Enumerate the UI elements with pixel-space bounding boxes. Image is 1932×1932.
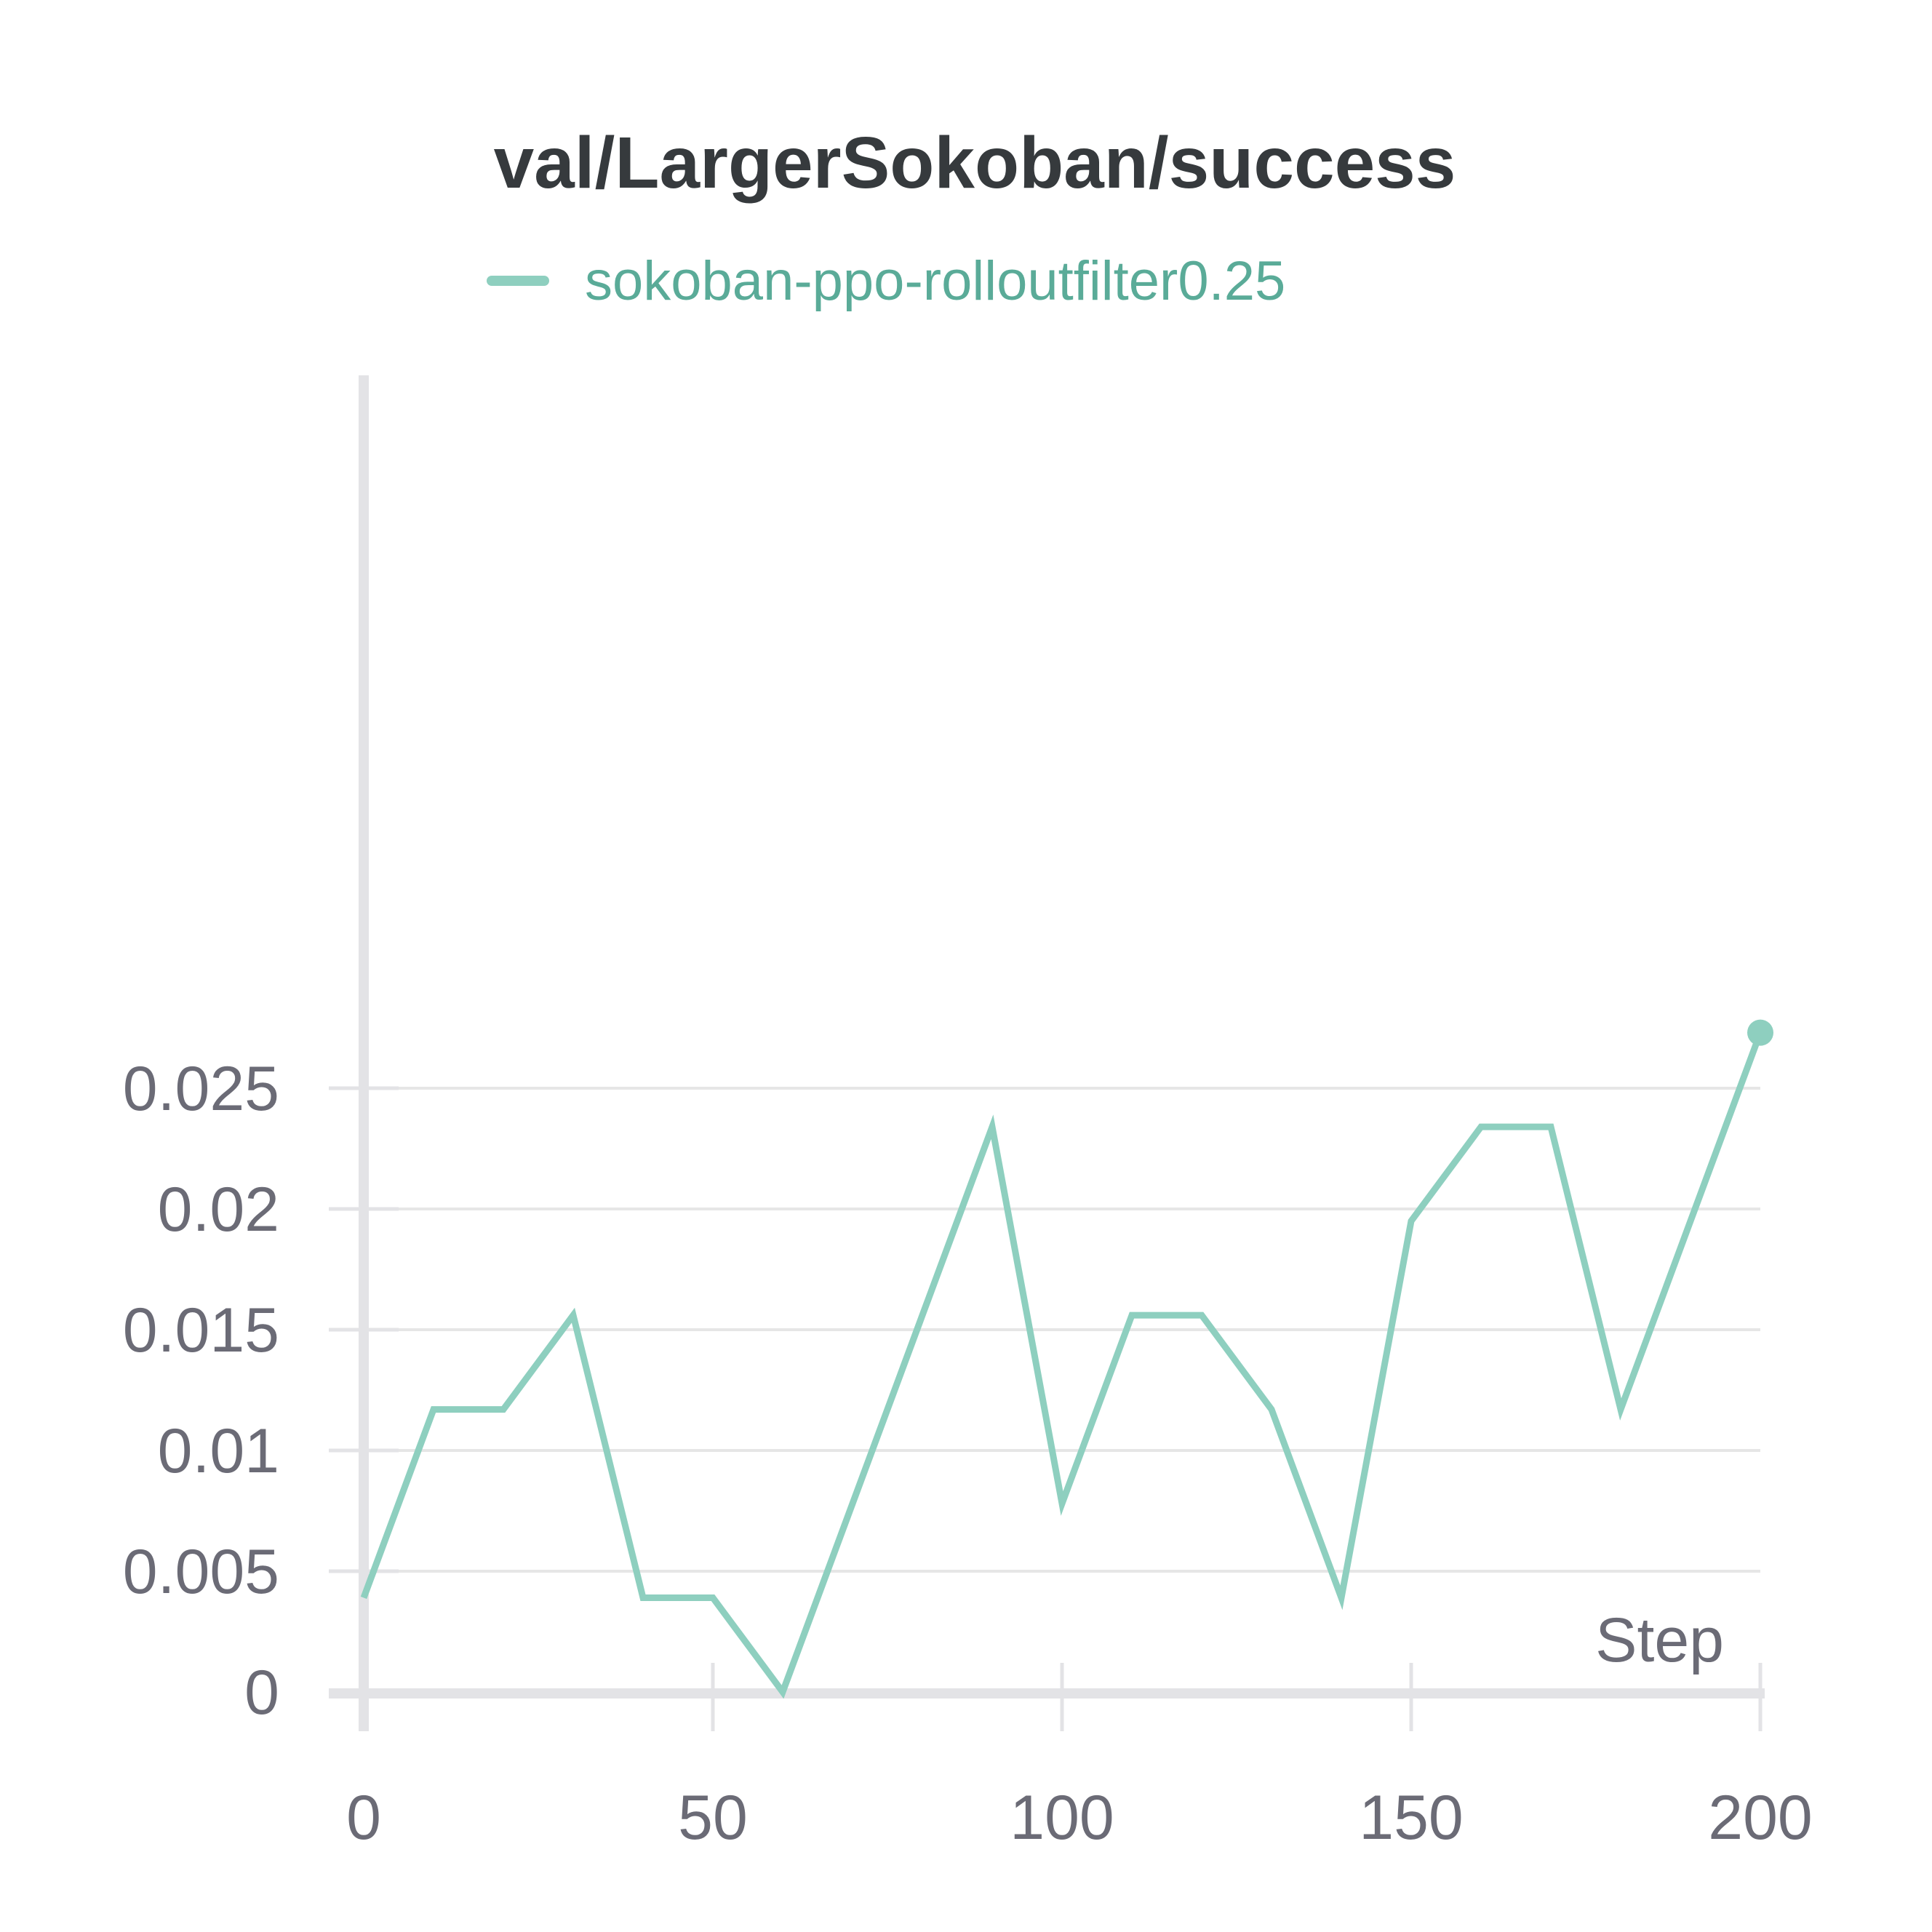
y-tick-label: 0.01	[158, 1416, 279, 1486]
grid	[364, 1087, 1760, 1573]
axes	[329, 375, 1765, 1731]
series-line	[360, 1031, 1764, 1699]
x-tick-label: 150	[1359, 1783, 1464, 1853]
series-layer	[360, 1019, 1773, 1699]
y-tick-label: 0.005	[123, 1537, 279, 1607]
y-tick-label: 0.02	[158, 1175, 279, 1245]
x-axis-ticks: 0 50 100 150 200	[346, 1663, 1813, 1853]
x-axis-title: Step	[1595, 1605, 1724, 1675]
legend: sokoban-ppo-rolloutfilter0.25	[487, 250, 1285, 312]
x-tick-label: 0	[346, 1783, 381, 1853]
x-tick-label: 100	[1010, 1783, 1114, 1853]
y-tick-label: 0.015	[123, 1296, 279, 1365]
last-point-marker	[1747, 1019, 1773, 1046]
y-axis-ticks: 0 0.005 0.01 0.015 0.02 0.025	[123, 1054, 399, 1728]
x-tick-label: 200	[1708, 1783, 1813, 1853]
y-tick-label: 0.025	[123, 1054, 279, 1124]
x-tick-label: 50	[678, 1783, 748, 1853]
y-tick-label: 0	[244, 1658, 279, 1728]
chart-title: val/LargerSokoban/success	[494, 122, 1456, 204]
legend-label: sokoban-ppo-rolloutfilter0.25	[585, 250, 1285, 312]
